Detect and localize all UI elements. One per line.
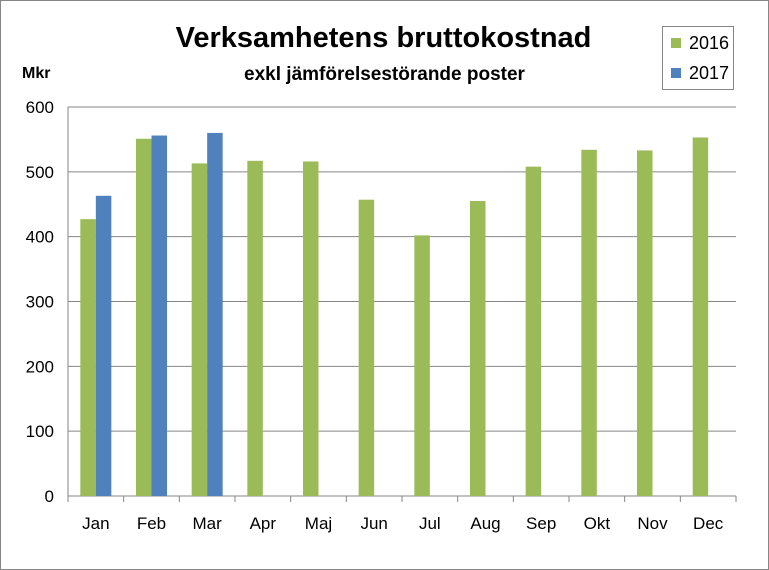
x-tick-label: Feb [137,514,166,533]
bar-2016-Maj [303,161,319,496]
bar-2016-Feb [136,138,152,497]
y-tick-label: 400 [26,228,54,247]
y-tick-label: 0 [45,487,54,506]
bar-2016-Jul [414,235,430,496]
bar-2016-Jun [358,199,375,496]
y-tick-label: 200 [26,357,54,376]
y-tick-label: 600 [26,98,54,117]
x-tick-label: Dec [693,514,724,533]
bar-2016-Jan [80,219,96,496]
bar-2016-Nov [637,150,653,496]
legend-item-2016: 2016 [671,33,729,53]
bar-2017-Feb [151,135,167,496]
x-tick-label: Okt [584,514,611,533]
bar-2016-Okt [581,149,597,497]
bar-2016-Apr [247,160,263,497]
x-tick-label: Aug [470,514,500,533]
x-tick-label: Sep [526,514,556,533]
legend-swatch-2016 [671,38,681,48]
legend-item-2017: 2017 [671,63,729,83]
y-axis-label: Mkr [22,65,51,82]
x-tick-label: Mar [193,514,223,533]
legend-label-2016: 2016 [689,32,730,53]
bar-2016-Mar [191,163,208,496]
chart-title: Verksamhetens bruttokostnad [175,22,592,54]
y-tick-label: 300 [26,293,54,312]
legend-swatch-2017 [671,68,681,78]
x-tick-label: Maj [305,514,332,533]
bar-2016-Aug [470,201,486,496]
x-tick-label: Jan [82,514,109,533]
x-tick-label: Jul [419,514,441,533]
x-tick-label: Jun [360,514,387,533]
legend: 2016 2017 [662,26,734,90]
x-tick-label: Apr [250,514,277,533]
x-tick-label: Nov [637,514,668,533]
bar-2016-Dec [692,137,709,496]
bar-2017-Jan [95,195,112,497]
y-tick-label: 500 [26,163,54,182]
bar-2017-Mar [207,132,223,496]
chart-subtitle: exkl jämförelsestörande poster [244,64,525,85]
bar-2016-Sep [525,166,542,496]
y-tick-label: 100 [26,422,54,441]
legend-label-2017: 2017 [689,62,730,83]
